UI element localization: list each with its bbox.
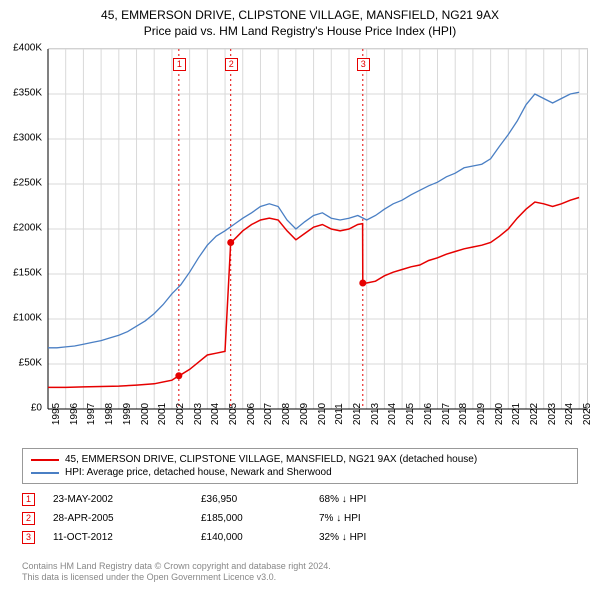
- transaction-row: 2 28-APR-2005 £185,000 7% ↓ HPI: [22, 509, 578, 528]
- y-tick-label: £0: [31, 403, 42, 414]
- y-tick-label: £350K: [13, 88, 42, 99]
- x-tick-label: 2021: [511, 403, 522, 425]
- footer-line2: This data is licensed under the Open Gov…: [22, 572, 331, 584]
- x-tick-label: 2024: [564, 403, 575, 425]
- x-tick-label: 2000: [140, 403, 151, 425]
- y-tick-label: £250K: [13, 178, 42, 189]
- x-tick-label: 2001: [157, 403, 168, 425]
- x-tick-label: 2015: [405, 403, 416, 425]
- x-tick-label: 2017: [441, 403, 452, 425]
- x-tick-label: 2011: [334, 403, 345, 425]
- transaction-price: £36,950: [201, 494, 301, 505]
- x-tick-label: 2019: [476, 403, 487, 425]
- legend-row-property: 45, EMMERSON DRIVE, CLIPSTONE VILLAGE, M…: [31, 453, 569, 466]
- x-tick-label: 2009: [299, 403, 310, 425]
- x-tick-label: 2012: [352, 403, 363, 425]
- x-tick-label: 2022: [529, 403, 540, 425]
- transaction-row: 3 11-OCT-2012 £140,000 32% ↓ HPI: [22, 528, 578, 547]
- y-tick-label: £100K: [13, 313, 42, 324]
- x-tick-label: 2007: [263, 403, 274, 425]
- x-tick-label: 2010: [317, 403, 328, 425]
- x-tick-label: 2006: [246, 403, 257, 425]
- transaction-pct: 7% ↓ HPI: [319, 513, 439, 524]
- x-tick-label: 2013: [370, 403, 381, 425]
- footer-line1: Contains HM Land Registry data © Crown c…: [22, 561, 331, 573]
- plot-area: [48, 48, 588, 408]
- x-tick-label: 2020: [494, 403, 505, 425]
- x-tick-label: 1999: [122, 403, 133, 425]
- legend: 45, EMMERSON DRIVE, CLIPSTONE VILLAGE, M…: [22, 448, 578, 484]
- transaction-date: 28-APR-2005: [53, 513, 183, 524]
- footer: Contains HM Land Registry data © Crown c…: [22, 561, 331, 584]
- x-tick-label: 1998: [104, 403, 115, 425]
- y-tick-label: £150K: [13, 268, 42, 279]
- y-tick-label: £300K: [13, 133, 42, 144]
- transaction-pct: 32% ↓ HPI: [319, 532, 439, 543]
- transaction-price: £140,000: [201, 532, 301, 543]
- x-tick-label: 2008: [281, 403, 292, 425]
- transaction-date: 11-OCT-2012: [53, 532, 183, 543]
- event-marker: 2: [225, 58, 238, 71]
- transaction-date: 23-MAY-2002: [53, 494, 183, 505]
- y-tick-label: £50K: [19, 358, 42, 369]
- event-marker: 1: [173, 58, 186, 71]
- legend-swatch-hpi: [31, 472, 59, 474]
- x-tick-label: 2016: [423, 403, 434, 425]
- x-tick-label: 2004: [210, 403, 221, 425]
- transactions-table: 1 23-MAY-2002 £36,950 68% ↓ HPI 2 28-APR-2005…: [22, 490, 578, 547]
- x-tick-label: 2002: [175, 403, 186, 425]
- y-axis: £0£50K£100K£150K£200K£250K£300K£350K£400…: [0, 48, 46, 408]
- transaction-price: £185,000: [201, 513, 301, 524]
- x-tick-label: 1995: [51, 403, 62, 425]
- x-tick-label: 1996: [69, 403, 80, 425]
- legend-row-hpi: HPI: Average price, detached house, Newa…: [31, 466, 569, 479]
- y-tick-label: £200K: [13, 223, 42, 234]
- transaction-row: 1 23-MAY-2002 £36,950 68% ↓ HPI: [22, 490, 578, 509]
- x-tick-label: 2005: [228, 403, 239, 425]
- x-tick-label: 2018: [458, 403, 469, 425]
- title-line1: 45, EMMERSON DRIVE, CLIPSTONE VILLAGE, M…: [10, 8, 590, 24]
- chart-title: 45, EMMERSON DRIVE, CLIPSTONE VILLAGE, M…: [0, 0, 600, 43]
- event-marker: 3: [357, 58, 370, 71]
- transaction-pct: 68% ↓ HPI: [319, 494, 439, 505]
- transaction-marker: 1: [22, 493, 35, 506]
- chart-container: 45, EMMERSON DRIVE, CLIPSTONE VILLAGE, M…: [0, 0, 600, 590]
- transaction-marker: 3: [22, 531, 35, 544]
- y-tick-label: £400K: [13, 43, 42, 54]
- title-line2: Price paid vs. HM Land Registry's House …: [10, 24, 590, 40]
- x-tick-label: 2003: [193, 403, 204, 425]
- x-tick-label: 2014: [387, 403, 398, 425]
- x-tick-label: 2023: [547, 403, 558, 425]
- legend-label-property: 45, EMMERSON DRIVE, CLIPSTONE VILLAGE, M…: [65, 454, 477, 465]
- chart-svg: [48, 49, 587, 408]
- legend-swatch-property: [31, 459, 59, 461]
- legend-label-hpi: HPI: Average price, detached house, Newa…: [65, 467, 332, 478]
- transaction-marker: 2: [22, 512, 35, 525]
- x-tick-label: 1997: [86, 403, 97, 425]
- x-tick-label: 2025: [582, 403, 593, 425]
